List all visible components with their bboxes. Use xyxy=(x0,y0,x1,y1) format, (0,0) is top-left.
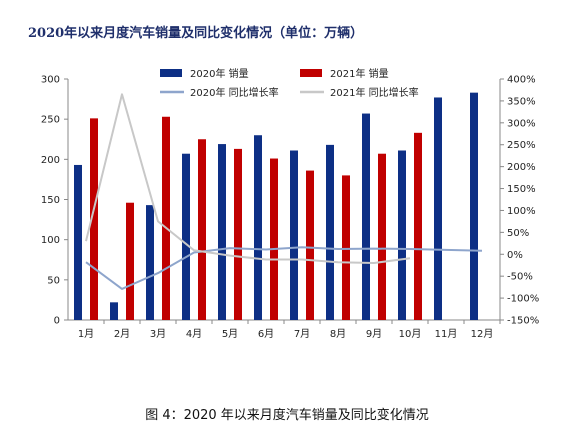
right-tick-label: 150% xyxy=(507,184,536,195)
chart-title: 2020年以来月度汽车销量及同比变化情况（单位：万辆） xyxy=(28,26,364,41)
growth-line-2020 xyxy=(85,246,483,290)
right-tick-label: 250% xyxy=(507,140,536,151)
bar-2020-1 xyxy=(74,164,82,320)
left-tick-label: 0 xyxy=(54,316,60,327)
left-tick-label: 300 xyxy=(41,75,60,86)
right-tick-label: -100% xyxy=(507,294,539,305)
left-tick-label: 250 xyxy=(41,115,60,126)
legend-swatch-1 xyxy=(160,69,182,77)
bar-2021-4 xyxy=(198,139,206,320)
bar-2020-5 xyxy=(218,144,226,320)
right-tick-label: 0% xyxy=(507,250,523,261)
bar-2020-9 xyxy=(362,113,370,320)
x-tick-label: 8月 xyxy=(330,328,346,340)
x-tick-label: 9月 xyxy=(366,328,382,340)
bar-2020-4 xyxy=(182,153,190,320)
legend-label-3: 2020年 同比增长率 xyxy=(190,86,279,99)
bar-2020-12 xyxy=(470,92,478,320)
x-tick-label: 7月 xyxy=(294,328,310,340)
legend-label-4: 2021年 同比增长率 xyxy=(330,86,419,99)
right-tick-label: 400% xyxy=(507,75,536,86)
right-tick-label: -150% xyxy=(507,316,539,327)
x-tick-label: 5月 xyxy=(222,328,238,340)
right-tick-label: 100% xyxy=(507,206,536,217)
x-tick-label: 6月 xyxy=(258,328,274,340)
bar-2020-8 xyxy=(326,144,334,320)
x-tick-label: 1月 xyxy=(78,328,94,340)
right-tick-label: 50% xyxy=(507,228,529,239)
legend-label-1: 2020年 销量 xyxy=(190,67,249,80)
bar-2021-5 xyxy=(234,148,242,320)
x-tick-label: 10月 xyxy=(399,328,422,340)
left-tick-label: 100 xyxy=(41,235,60,246)
right-tick-label: 350% xyxy=(507,96,536,107)
growth-line-2021 xyxy=(85,93,411,264)
bar-2020-10 xyxy=(398,150,406,320)
bar-2020-7 xyxy=(290,150,298,320)
left-tick-label: 150 xyxy=(41,195,60,206)
x-tick-label: 4月 xyxy=(186,328,202,340)
legend-swatch-2 xyxy=(300,69,322,77)
figure-caption: 图 4：2020 年以来月度汽车销量及同比变化情况 xyxy=(145,408,429,423)
left-tick-label: 200 xyxy=(41,155,60,166)
bar-2020-6 xyxy=(254,135,262,320)
x-tick-label: 12月 xyxy=(471,328,494,340)
bar-2021-10 xyxy=(414,132,422,320)
bar-2021-6 xyxy=(270,158,278,320)
bar-2021-1 xyxy=(90,118,98,320)
left-tick-label: 50 xyxy=(47,275,60,286)
bar-2021-8 xyxy=(342,175,350,320)
bar-2021-3 xyxy=(162,116,170,320)
legend-label-2: 2021年 销量 xyxy=(330,67,389,80)
bar-2020-11 xyxy=(434,97,442,320)
bar-2021-2 xyxy=(126,202,134,320)
x-tick-label: 3月 xyxy=(150,328,166,340)
x-tick-label: 2月 xyxy=(114,328,130,340)
right-tick-label: 300% xyxy=(507,118,536,129)
bar-2020-2 xyxy=(110,302,118,320)
x-tick-label: 11月 xyxy=(435,328,458,340)
right-tick-label: 200% xyxy=(507,162,536,173)
bar-2021-9 xyxy=(378,153,386,320)
bar-2021-7 xyxy=(306,170,314,320)
right-tick-label: -50% xyxy=(507,272,533,283)
bar-2020-3 xyxy=(146,205,154,320)
